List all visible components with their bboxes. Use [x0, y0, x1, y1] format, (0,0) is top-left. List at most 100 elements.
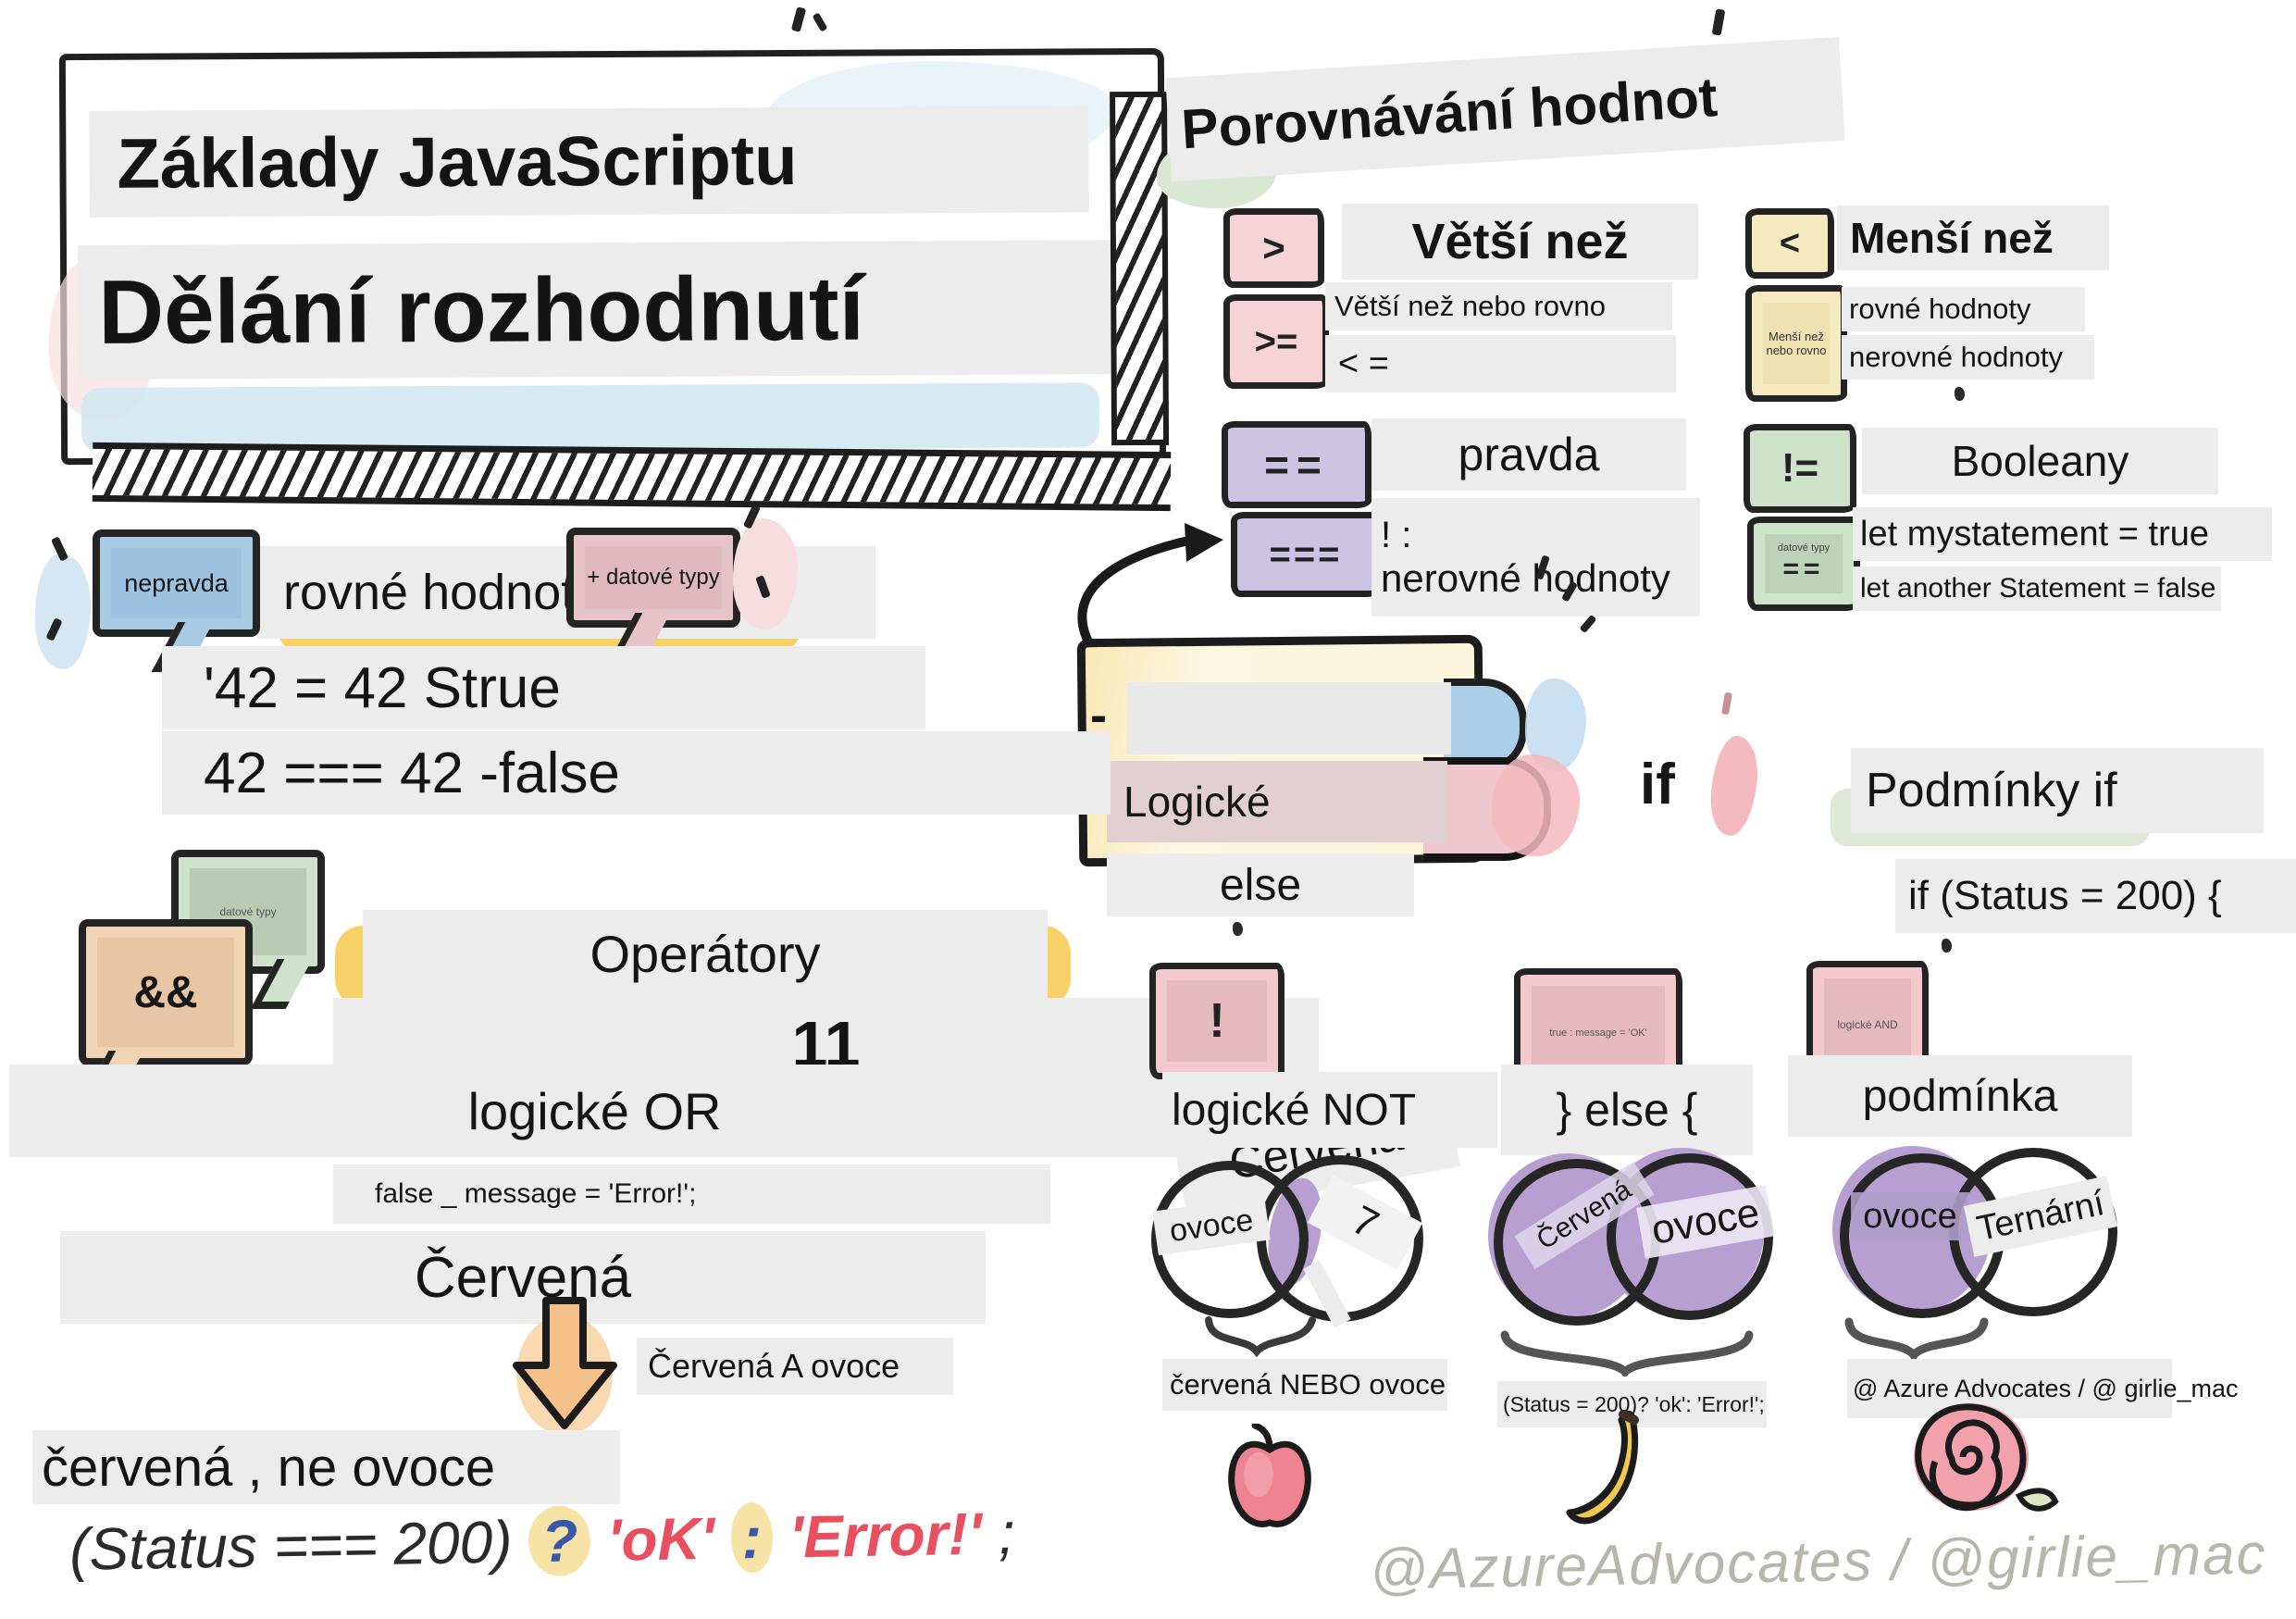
if-conditions-heading: Podmínky if	[1851, 748, 2264, 833]
hatch-bar-bottom	[92, 442, 1172, 512]
strict-equality-labels: ! : nerovné hodnoty	[1371, 498, 1700, 616]
ink-dot	[1942, 939, 1952, 953]
data-types-bubble-label: + datové typy	[585, 546, 722, 609]
if-keyword: if	[1640, 753, 1675, 816]
tick-mark	[812, 12, 828, 32]
logic-pill-label: Logické	[1123, 778, 1271, 826]
boolean-note: datové typy ==	[1747, 517, 1860, 611]
less-than-symbol: <	[1779, 223, 1801, 263]
not-equal-note: !=	[1744, 424, 1856, 513]
venn3-brace	[1844, 1317, 1989, 1359]
boolean-code-1: let mystatement = true	[1853, 507, 2272, 561]
ternary-error-value: 'Error!'	[788, 1500, 983, 1571]
folder-dash: -	[1090, 688, 1107, 743]
equality-label: pravda	[1371, 418, 1686, 491]
venn2-brace	[1500, 1330, 1754, 1376]
venn1-caption: červená NEBO ovoce	[1162, 1359, 1447, 1411]
watercolor-blob	[733, 518, 798, 629]
tick-mark	[1711, 8, 1726, 36]
lte-note: Menší než nebo rovno	[1745, 285, 1847, 402]
booleans-label: Booleany	[1862, 428, 2218, 494]
red-heading: Červená	[60, 1231, 986, 1324]
equality-symbol: ==	[1264, 441, 1329, 489]
down-arrow	[513, 1297, 617, 1435]
equality-code-2: 42 === 42 -false	[162, 731, 1111, 815]
equality-code-1: '42 = 42 Strue	[162, 646, 925, 729]
logical-or-label: logické OR	[9, 1065, 1180, 1157]
lte-label-2: nerovné hodnoty	[1842, 335, 2094, 380]
greater-than-note: >	[1223, 208, 1324, 288]
credit-handle: @AzureAdvocates / @girlie_mac	[1369, 1522, 2268, 1602]
ternary-handwritten-code: (Status === 200) ? 'oK' : 'Error!' ;	[68, 1499, 1015, 1584]
if-status-code: if (Status = 200) {	[1895, 859, 2296, 933]
greater-than-label: Větší než	[1342, 204, 1698, 280]
false-message-code: false _ message = 'Error!';	[333, 1164, 1050, 1224]
ternary-semicolon: ;	[998, 1500, 1016, 1567]
venn3-caption: @ Azure Advocates / @ girlie_mac	[1847, 1359, 2239, 1418]
title-line-1: Základy JavaScriptu	[117, 120, 798, 204]
boolean-note-inner: datové typy ==	[1765, 534, 1843, 593]
gte-note: >=	[1223, 294, 1329, 389]
boolean-note-text: datové typy	[1777, 542, 1831, 554]
not-equal-symbol: !=	[1781, 445, 1819, 491]
venn3-left-label: ovoce	[1851, 1192, 1969, 1240]
greater-than-symbol: >	[1262, 226, 1285, 269]
strict-equality-symbol: ===	[1269, 533, 1343, 575]
page-title: Základy JavaScriptu	[89, 106, 1089, 218]
gte-code: < =	[1325, 335, 1676, 392]
lte-label-1: rovné hodnoty	[1842, 287, 2085, 331]
data-types-bubble: + datové typy	[566, 528, 740, 663]
watercolor-blob	[1492, 754, 1580, 856]
gte-symbol: >=	[1254, 320, 1298, 362]
title-card: Základy JavaScriptu Dělání rozhodnutí	[47, 47, 1170, 466]
strict-prefix: ! :	[1381, 514, 1412, 555]
equality-note: ==	[1222, 421, 1371, 508]
rose-icon	[1914, 1403, 2059, 1512]
strict-equality-note: ===	[1231, 512, 1381, 597]
not-note: !	[1149, 963, 1285, 1079]
ternary-colon: :	[730, 1501, 774, 1574]
ternary-condition: (Status === 200)	[68, 1508, 514, 1583]
venn2-caption: (Status = 200)? 'ok': 'Error!';	[1497, 1381, 1767, 1427]
watercolor-blob	[35, 554, 91, 669]
comparison-heading: Porovnávání hodnot	[1165, 36, 1845, 182]
else-keyword: else	[1107, 853, 1414, 916]
comparison-heading-label: Porovnávání hodnot	[1179, 65, 1719, 160]
gte-label: Větší než nebo rovno	[1325, 282, 1672, 330]
ink-dot	[1955, 387, 1965, 401]
watercolor-blob	[1706, 733, 1762, 839]
red-and-fruit-label: Červená A ovoce	[637, 1338, 953, 1395]
tick-mark	[790, 6, 807, 32]
ternary-ok-value: 'oK'	[606, 1504, 715, 1574]
lte-note-text: Menší než nebo rovno	[1763, 303, 1830, 384]
bubble-tail	[250, 959, 313, 1009]
operators-heading: Operátory	[363, 910, 1048, 998]
logical-not-label: logické NOT	[1162, 1072, 1497, 1148]
title-line-2: Dělání rozhodnutí	[98, 256, 865, 363]
else-brace-label: } else {	[1501, 1065, 1753, 1155]
boolean-note-symbol: ==	[1782, 554, 1825, 584]
venn1-brace	[1205, 1316, 1316, 1357]
less-than-note: <	[1745, 208, 1834, 279]
boolean-code-2: let another Statement = false	[1853, 567, 2221, 611]
red-not-fruit-label: červená , ne ovoce	[32, 1430, 620, 1504]
false-bubble: nepravda	[93, 529, 260, 672]
logic-pill: Logické	[1107, 761, 1447, 842]
and-bubble-label: &&	[97, 938, 234, 1047]
condition-label: podmínka	[1788, 1055, 2132, 1137]
page-subtitle: Dělání rozhodnutí	[77, 239, 1163, 380]
true-finger-overlay	[1127, 682, 1451, 754]
tick-mark	[1720, 691, 1733, 716]
less-than-label: Menší než	[1837, 205, 2109, 270]
false-bubble-label: nepravda	[111, 548, 242, 618]
ink-dot	[1233, 922, 1243, 936]
apple-icon	[1228, 1424, 1311, 1527]
strict-label: nerovné hodnoty	[1381, 555, 1670, 600]
not-note-symbol: !	[1167, 980, 1267, 1062]
watercolor-blob	[81, 382, 1100, 454]
hatch-bar-right	[1110, 91, 1170, 446]
and-bubble: &&	[79, 919, 253, 1101]
ternary-question-mark: ?	[527, 1505, 592, 1577]
tick-mark	[1579, 614, 1597, 634]
